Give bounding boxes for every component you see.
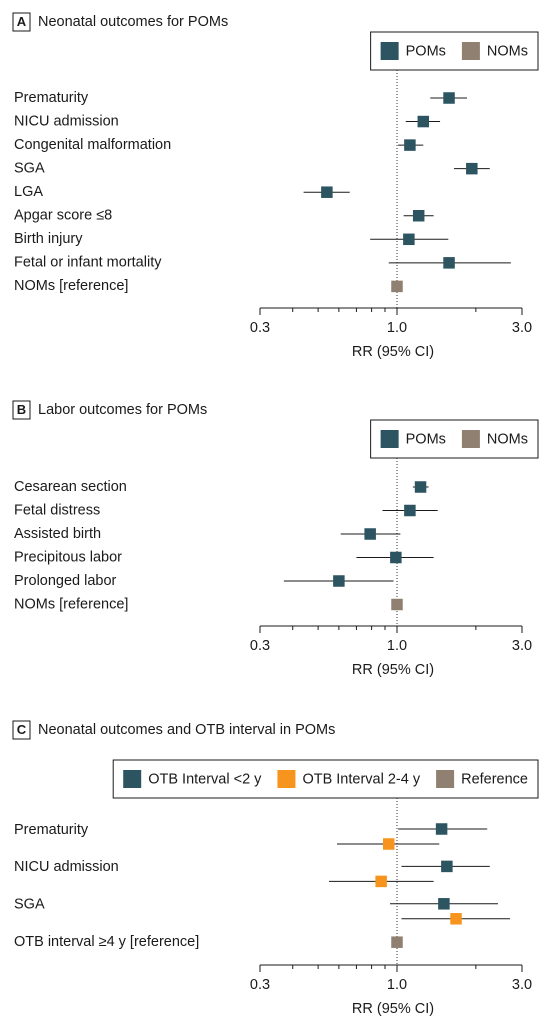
point-estimate xyxy=(321,186,333,198)
panel-letter: A xyxy=(17,14,27,29)
legend-label: OTB Interval <2 y xyxy=(148,771,262,787)
x-tick-label: 0.3 xyxy=(250,638,270,654)
category-label: OTB interval ≥4 y [reference] xyxy=(14,934,199,950)
point-estimate xyxy=(391,280,403,293)
category-label: Prolonged labor xyxy=(14,573,117,589)
x-tick-label: 1.0 xyxy=(387,638,407,654)
category-label: LGA xyxy=(14,184,43,200)
legend-label: POMs xyxy=(406,431,446,447)
legend-swatch xyxy=(123,770,142,788)
point-estimate xyxy=(404,139,416,151)
point-estimate xyxy=(364,528,376,540)
legend-swatch xyxy=(277,770,296,788)
legend-label: Reference xyxy=(461,771,528,787)
category-label: Precipitous labor xyxy=(14,549,122,565)
x-axis-label: RR (95% CI) xyxy=(352,344,434,360)
point-estimate xyxy=(438,898,450,910)
category-label: NOMs [reference] xyxy=(14,278,128,294)
category-label: Prematurity xyxy=(14,90,89,106)
x-tick-label: 3.0 xyxy=(512,977,532,993)
point-estimate xyxy=(412,210,425,222)
x-tick-label: 1.0 xyxy=(387,977,407,993)
x-tick-label: 3.0 xyxy=(512,320,532,336)
legend-swatch xyxy=(380,42,399,60)
x-axis-label: RR (95% CI) xyxy=(352,662,434,678)
category-label: Birth injury xyxy=(14,231,83,247)
point-estimate xyxy=(443,257,455,269)
panel-letter: B xyxy=(17,402,26,417)
category-label: Prematurity xyxy=(14,822,89,838)
legend-label: OTB Interval 2-4 y xyxy=(302,771,420,787)
category-label: Assisted birth xyxy=(14,526,101,542)
panel-title: Neonatal outcomes for POMs xyxy=(38,14,228,30)
x-tick-label: 0.3 xyxy=(250,320,270,336)
category-label: Fetal or infant mortality xyxy=(14,255,162,271)
panel-title: Neonatal outcomes and OTB interval in PO… xyxy=(38,722,335,738)
panel-title: Labor outcomes for POMs xyxy=(38,402,207,418)
point-estimate xyxy=(404,504,416,517)
panel-letter-box xyxy=(12,400,31,420)
legend-label: NOMs xyxy=(487,43,528,59)
point-estimate xyxy=(441,860,453,873)
point-estimate xyxy=(403,233,415,246)
x-axis-label: RR (95% CI) xyxy=(352,1001,434,1017)
point-estimate xyxy=(435,823,448,835)
point-estimate xyxy=(382,838,395,850)
point-estimate xyxy=(390,551,402,564)
panel-letter-box xyxy=(12,720,31,740)
category-label: NICU admission xyxy=(14,859,119,875)
category-label: SGA xyxy=(14,160,45,176)
legend: POMs NOMs xyxy=(370,419,539,459)
panel-letter: C xyxy=(17,722,27,737)
x-tick-label: 3.0 xyxy=(512,638,532,654)
legend-swatch xyxy=(461,430,480,448)
panel-letter-box xyxy=(12,12,31,32)
legend: POMs NOMs xyxy=(370,31,539,71)
point-estimate xyxy=(391,936,403,948)
category-label: SGA xyxy=(14,897,45,913)
point-estimate xyxy=(443,92,455,104)
legend-label: NOMs xyxy=(487,431,528,447)
category-label: NICU admission xyxy=(14,113,119,129)
point-estimate xyxy=(414,481,427,493)
category-label: Fetal distress xyxy=(14,502,100,518)
legend-swatch xyxy=(461,42,480,60)
legend-frame xyxy=(112,759,539,799)
x-tick-label: 0.3 xyxy=(250,977,270,993)
category-label: Apgar score ≤8 xyxy=(14,208,112,224)
point-estimate xyxy=(375,875,387,888)
x-tick-label: 1.0 xyxy=(387,320,407,336)
point-estimate xyxy=(466,162,478,175)
point-estimate xyxy=(391,598,403,611)
category-label: Congenital malformation xyxy=(14,137,171,153)
category-label: NOMs [reference] xyxy=(14,596,128,612)
category-label: Cesarean section xyxy=(14,479,127,495)
legend-swatch xyxy=(380,430,399,448)
legend: OTB Interval <2 y OTB Interval 2-4 y Refer… xyxy=(112,759,539,799)
point-estimate xyxy=(417,115,430,128)
point-estimate xyxy=(333,575,345,587)
point-estimate xyxy=(450,913,462,925)
legend-swatch xyxy=(436,770,455,788)
legend-label: POMs xyxy=(406,43,446,59)
